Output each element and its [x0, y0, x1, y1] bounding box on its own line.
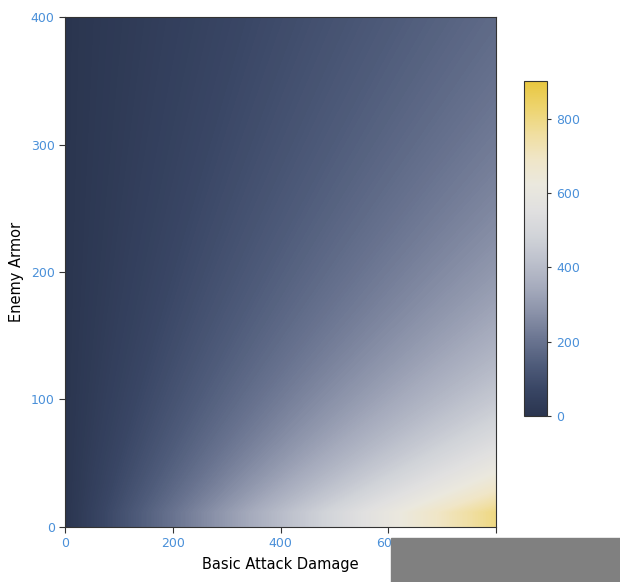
X-axis label: Basic Attack Damage: Basic Attack Damage — [202, 557, 359, 572]
Y-axis label: Enemy Armor: Enemy Armor — [9, 222, 24, 322]
